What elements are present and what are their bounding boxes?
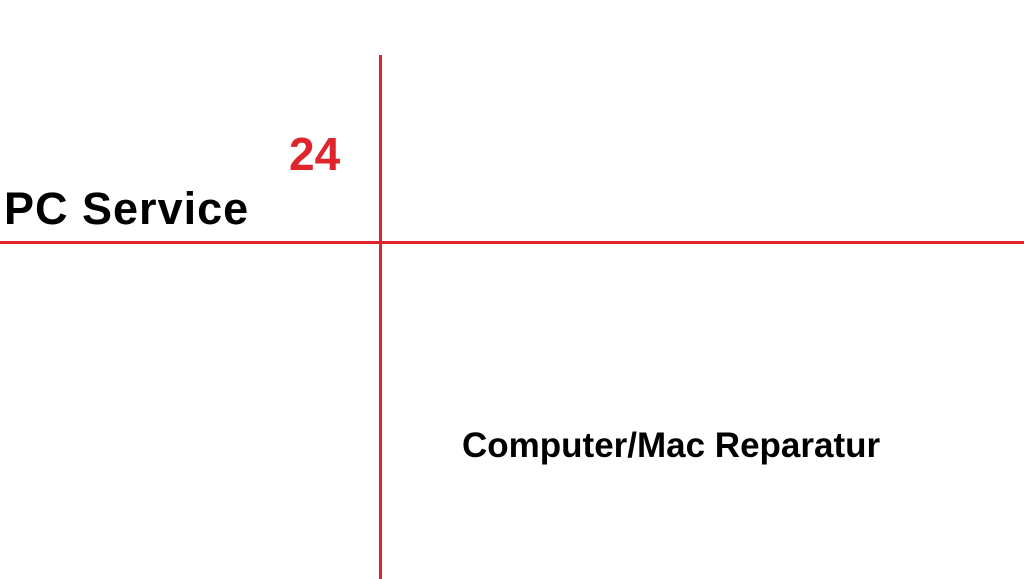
logo-tagline: Computer/Mac Reparatur [462,426,881,465]
logo-brand-name: PC Service [4,183,250,234]
vertical-divider-line [379,55,382,579]
logo-number: 24 [289,128,341,180]
horizontal-divider-line [0,241,1024,244]
